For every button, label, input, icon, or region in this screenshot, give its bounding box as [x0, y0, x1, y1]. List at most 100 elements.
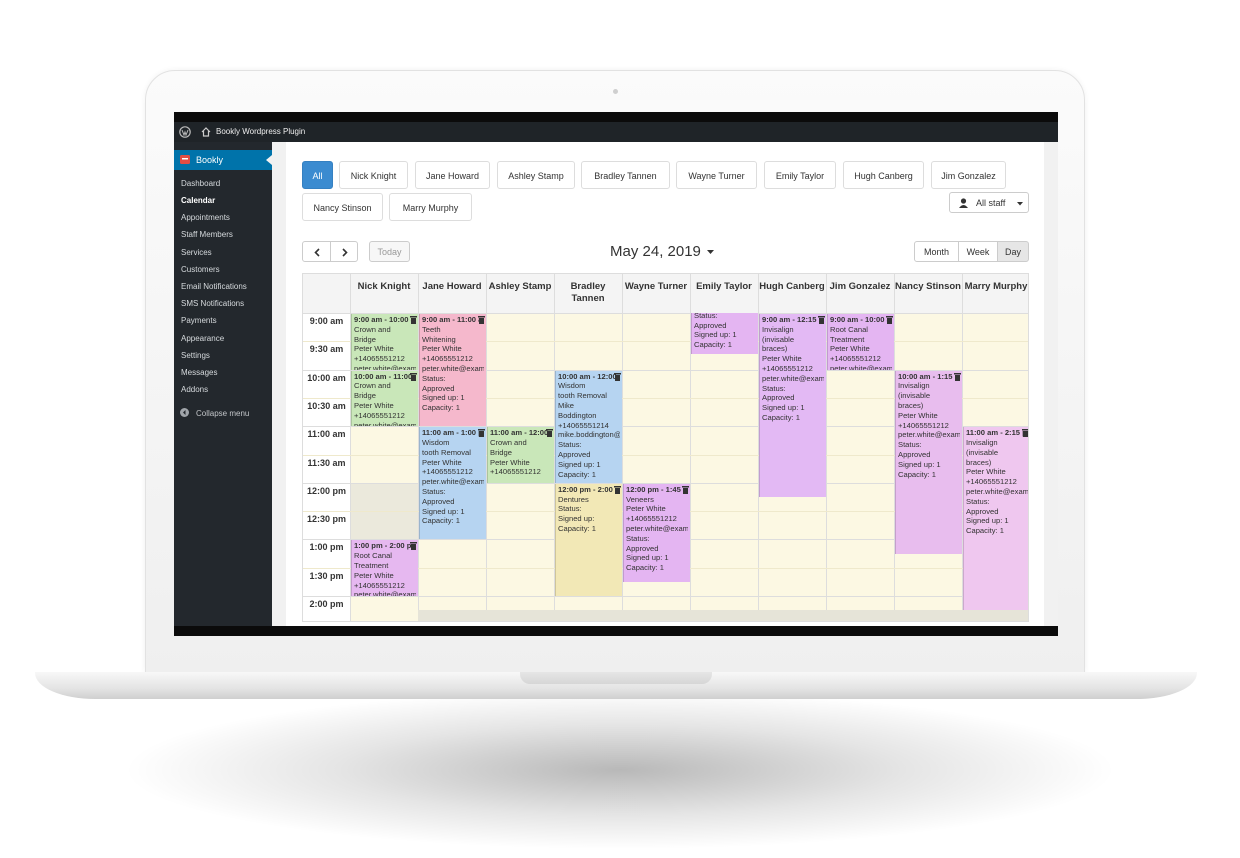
delete-icon[interactable] [546, 429, 553, 438]
event[interactable]: 1:00 pm - 2:00 pm Root Canal Treatment Pete… [351, 540, 418, 596]
staff-button[interactable]: Nancy Stinson [302, 193, 383, 221]
event[interactable]: 12:00 pm - 1:45 pm Veneers Peter White +140… [623, 483, 690, 582]
event[interactable]: 9:00 am - 10:00 am Crown and Bridge Peter W… [351, 314, 418, 370]
off-hours [418, 610, 1028, 621]
event-time: 9:00 am - 11:00 am [422, 315, 484, 324]
event[interactable]: 9:00 am - 10:00 am Root Canal Treatment Pet… [827, 314, 894, 370]
view-button[interactable]: Month [914, 241, 959, 262]
event-line: Status: [558, 440, 582, 450]
event[interactable]: 9:00 am - 12:15 pm Invisalign (invisable br… [759, 314, 826, 497]
menu-item[interactable]: Staff Members [181, 230, 233, 239]
all-staff-dropdown[interactable]: All staff [949, 192, 1029, 213]
event-line: peter.white@example.com [354, 363, 416, 370]
event[interactable]: 10:00 am - 1:15 pm Invisalign (invisable br… [895, 370, 962, 554]
event-line: tooth Removal [422, 447, 471, 457]
delete-icon[interactable] [410, 372, 417, 381]
delete-icon[interactable] [818, 316, 825, 324]
event-line: +14065551212 [422, 354, 473, 364]
menu-item[interactable]: Services [181, 248, 212, 257]
event[interactable]: 11:00 am - 2:15 pm Invisalign (invisable br… [963, 427, 1029, 611]
view-button[interactable]: Week [958, 241, 998, 262]
menu-item[interactable]: Calendar [181, 196, 216, 205]
delete-icon[interactable] [478, 316, 485, 324]
event-line: Approved [898, 449, 931, 459]
event-line: Approved [966, 506, 999, 516]
delete-icon[interactable] [478, 429, 485, 438]
wp-logo[interactable] [179, 126, 191, 138]
column-header: Wayne Turner [624, 281, 688, 292]
staff-button[interactable]: Nick Knight [339, 161, 408, 189]
view-button[interactable]: Day [997, 241, 1029, 262]
menu-item[interactable]: Email Notifications [181, 282, 247, 291]
event-line: Signed up: 1 [422, 393, 465, 403]
event-line: peter.white@example.com [354, 590, 416, 596]
event-line: Bridge [490, 447, 512, 457]
event-line: Whitening [422, 334, 456, 344]
today-button[interactable]: Today [369, 241, 410, 262]
staff-button[interactable]: Ashley Stamp [497, 161, 575, 189]
event-line: Treatment [830, 334, 865, 344]
event-line: Signed up: 1 [422, 506, 465, 516]
staff-button[interactable]: Hugh Canberg [843, 161, 924, 189]
row-line [303, 341, 1028, 343]
menu-item[interactable]: Messages [181, 368, 218, 377]
event-line: Invisalign [898, 381, 930, 391]
admin-bar: Bookly Wordpress Plugin [174, 122, 1058, 142]
menu-item[interactable]: SMS Notifications [181, 299, 245, 308]
delete-icon[interactable] [682, 485, 689, 494]
menu-item[interactable]: Settings [181, 351, 210, 360]
column-header: Marry Murphy [964, 281, 1028, 292]
row-line [303, 313, 1028, 314]
column-divider [418, 274, 419, 313]
event[interactable]: 12:00 pm - 2:00 pm Dentures Status: Signed … [555, 483, 622, 596]
delete-icon[interactable] [410, 542, 417, 551]
plugin-name[interactable]: Bookly [196, 155, 224, 165]
staff-button[interactable]: All [302, 161, 333, 189]
delete-icon[interactable] [1022, 429, 1029, 438]
day-column [690, 313, 758, 621]
event-line: Peter White [762, 354, 802, 364]
delete-icon[interactable] [954, 372, 961, 381]
column-divider [962, 274, 963, 313]
event-line: Peter White [422, 457, 462, 467]
event-time: 9:00 am - 10:00 am [354, 315, 416, 324]
time-label: 1:30 pm [309, 570, 344, 581]
staff-button[interactable]: Wayne Turner [676, 161, 757, 189]
event[interactable]: 9:00 am - 11:00 am Teeth Whitening Peter Wh… [419, 314, 486, 427]
site-name[interactable]: Bookly Wordpress Plugin [216, 127, 306, 136]
menu-item[interactable]: Appointments [181, 213, 230, 222]
chevron-left [314, 248, 320, 257]
collapse-menu[interactable]: Collapse menu [196, 409, 250, 418]
plugin-menu-active[interactable] [174, 150, 272, 170]
delete-icon[interactable] [410, 316, 417, 324]
event-line: Capacity: 1 [422, 516, 460, 526]
menu-item[interactable]: Addons [181, 385, 209, 394]
event[interactable]: 11:00 am - 1:00 pm Wisdom tooth Removal Pet… [419, 427, 486, 540]
event-line: Peter White [966, 467, 1006, 477]
laptop-shadow [120, 690, 1120, 850]
event-time: 10:00 am - 11:00 am [354, 371, 416, 381]
staff-button[interactable]: Marry Murphy [389, 193, 472, 221]
event[interactable]: 11:00 am - 12:00 pmCrown andBridgePeter … [487, 427, 554, 483]
delete-icon[interactable] [614, 372, 621, 381]
menu-item[interactable]: Payments [181, 316, 217, 325]
next-button[interactable] [330, 241, 358, 262]
staff-button[interactable]: Jim Gonzalez [931, 161, 1006, 189]
delete-icon[interactable] [614, 485, 621, 494]
event[interactable]: Status: Approved Signed up: 1 Capacity: 1 [691, 313, 758, 355]
staff-button[interactable]: Jane Howard [415, 161, 490, 189]
menu-item[interactable]: Appearance [181, 334, 225, 343]
event-line: Capacity: 1 [966, 526, 1004, 536]
event-line: peter.white@example.com [762, 373, 824, 383]
event-time: 9:00 am - 10:00 am [830, 315, 892, 324]
delete-icon[interactable] [886, 316, 893, 324]
staff-button[interactable]: Emily Taylor [764, 161, 836, 189]
prev-button[interactable] [302, 241, 331, 262]
staff-button[interactable]: Bradley Tannen [581, 161, 670, 189]
current-date[interactable]: May 24, 2019 [610, 243, 701, 260]
event-line: Teeth [422, 324, 441, 334]
menu-item[interactable]: Customers [181, 265, 220, 274]
menu-item[interactable]: Dashboard [181, 179, 221, 188]
